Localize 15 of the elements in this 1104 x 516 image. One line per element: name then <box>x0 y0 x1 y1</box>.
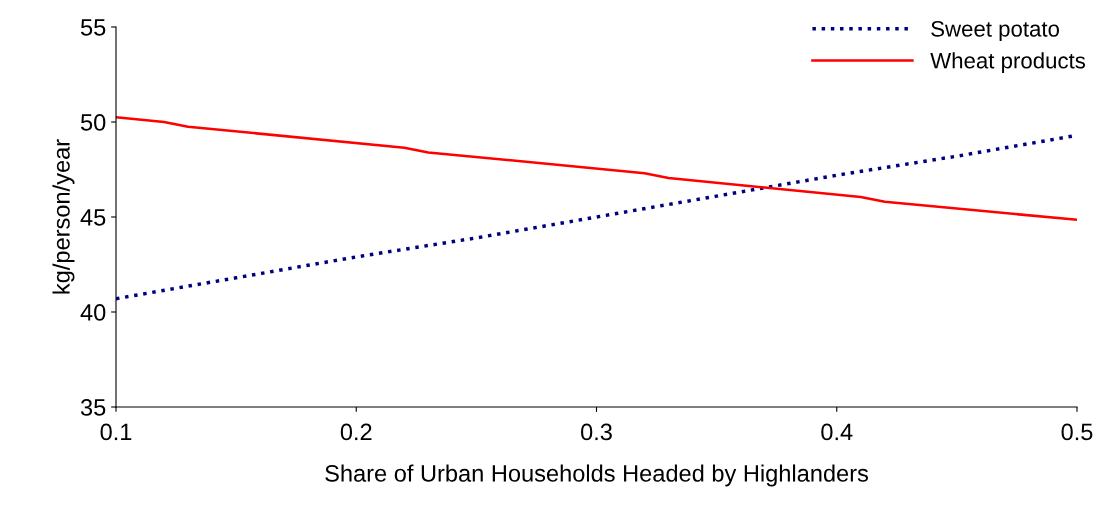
x-tick-label: 0.3 <box>581 423 612 441</box>
y-axis-title: kg/person/year <box>52 139 75 294</box>
x-axis-title: Share of Urban Households Headed by Highlanders <box>325 464 869 487</box>
y-tick-label: 45 <box>80 209 106 226</box>
y-tick-label: 55 <box>80 19 106 36</box>
x-tick-label: 0.2 <box>340 423 372 441</box>
y-tick-label: 35 <box>80 399 106 416</box>
x-tick-label: 0.5 <box>1061 423 1093 441</box>
y-tick-label: 50 <box>80 114 106 131</box>
legend-label: Wheat products <box>930 52 1086 73</box>
y-tick-label: 40 <box>80 304 106 321</box>
legend-label: Sweet potato <box>931 20 1059 42</box>
x-tick-label: 0.1 <box>100 423 132 441</box>
x-tick-label: 0.4 <box>821 423 853 441</box>
line-series <box>116 116 1077 222</box>
